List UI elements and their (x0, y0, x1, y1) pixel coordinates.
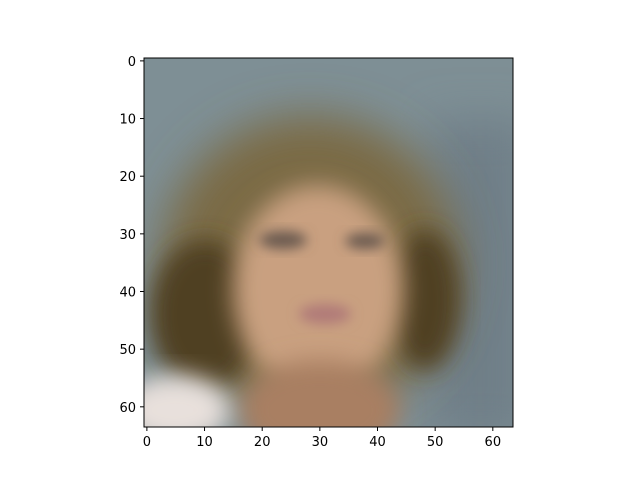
x-tick-label: 40 (369, 435, 386, 450)
hair-left-region (150, 240, 260, 390)
shoulder-region (144, 375, 230, 427)
y-tick-label: 10 (119, 113, 136, 128)
x-tick-label: 50 (427, 435, 444, 450)
neck-region (240, 360, 400, 427)
image-plot (144, 58, 513, 427)
lips (299, 304, 351, 324)
y-tick-label: 20 (119, 170, 136, 185)
y-tick-label: 60 (119, 401, 136, 416)
x-tick-label: 10 (196, 435, 213, 450)
axes-frame (143, 57, 514, 428)
hair-right-region (390, 230, 460, 370)
x-tick-label: 0 (143, 435, 151, 450)
y-tick-label: 0 (128, 55, 136, 70)
y-axis: 0 10 20 30 40 50 60 (119, 55, 144, 416)
x-tick-label: 20 (254, 435, 271, 450)
right-eye (345, 233, 385, 249)
left-eye (259, 231, 307, 249)
x-tick-label: 60 (485, 435, 502, 450)
y-tick-label: 30 (119, 228, 136, 243)
x-tick-label: 30 (312, 435, 329, 450)
x-axis: 0 10 20 30 40 50 60 (143, 427, 501, 450)
y-tick-label: 40 (119, 286, 136, 301)
y-tick-label: 50 (119, 343, 136, 358)
